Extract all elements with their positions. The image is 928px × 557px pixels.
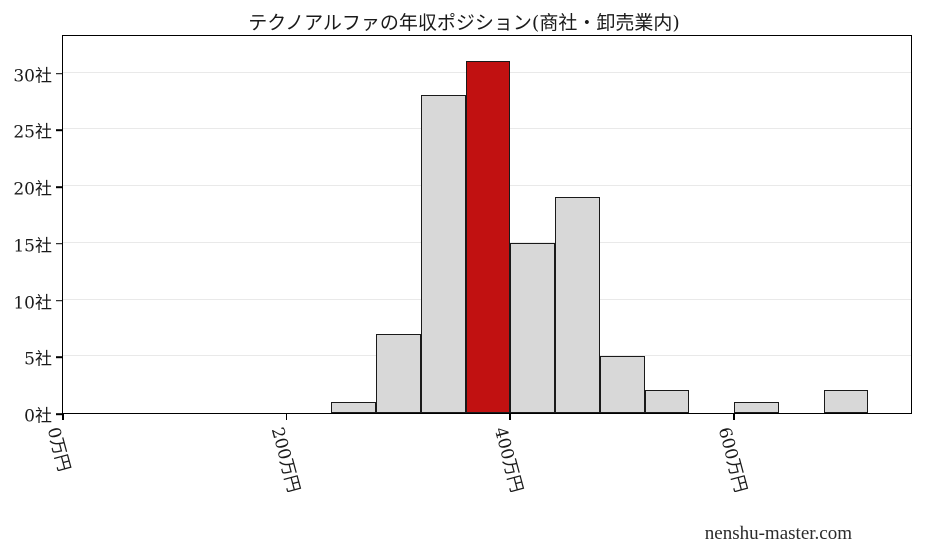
bars-container (63, 36, 911, 413)
bar (510, 242, 556, 413)
y-tick-mark (56, 129, 62, 132)
bar (599, 356, 645, 413)
y-tick-label: 15社 (13, 236, 52, 257)
y-tick-mark (56, 242, 62, 245)
x-tick-label: 200万円 (266, 425, 304, 495)
bar (420, 95, 466, 413)
x-tick-label: 600万円 (713, 425, 751, 495)
watermark-label: nenshu-master.com (704, 523, 852, 544)
chart-title: テクノアルファの年収ポジション(商社・卸売業内) (248, 12, 680, 34)
y-tick-mark (56, 186, 62, 188)
bar (555, 197, 600, 413)
x-tick-label: 0万円 (42, 425, 74, 474)
bar (823, 390, 869, 413)
y-tick-label: 25社 (13, 122, 52, 143)
x-tick-mark (285, 414, 288, 420)
bar (331, 401, 377, 413)
bar (734, 401, 779, 413)
x-tick-mark (62, 414, 64, 420)
y-axis: 0社 5社 10社 15社 20社 25社 30社 (0, 35, 62, 427)
y-tick-label: 10社 (13, 293, 52, 314)
x-tick-mark (509, 414, 511, 420)
bar-highlighted (465, 61, 511, 413)
y-tick-label: 30社 (13, 66, 52, 87)
x-tick-label: 400万円 (490, 425, 527, 495)
y-tick-label: 20社 (13, 179, 52, 200)
y-tick-mark (56, 299, 62, 302)
bar (376, 333, 421, 413)
y-tick-mark (56, 413, 62, 415)
plot-area (62, 35, 912, 414)
x-tick-mark (733, 414, 735, 420)
y-tick-mark (56, 356, 62, 359)
bar (644, 390, 690, 413)
x-axis: 0万円200万円400万円600万円800万円1000万円1200万円1400万… (43, 414, 912, 554)
y-tick-mark (56, 72, 62, 75)
y-tick-label: 0社 (24, 406, 52, 427)
y-tick-label: 5社 (24, 349, 52, 370)
